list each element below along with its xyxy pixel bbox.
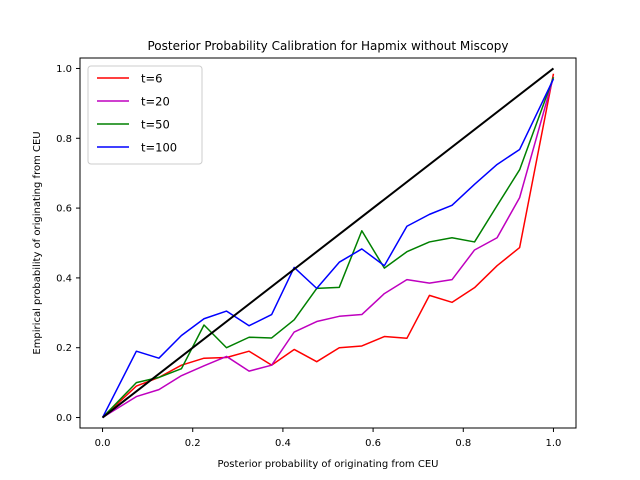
- series-line-3: [102, 76, 555, 419]
- ticks: 0.0 0.2 0.4 0.6 0.8 1.0 0.0 0.2 0.4 0.6 0.8 1.0: [56, 64, 561, 449]
- reference-line: [101, 67, 555, 419]
- y-axis-label: Empirical probability of originating fro…: [32, 131, 43, 354]
- x-tick-label: 0.6: [365, 438, 381, 449]
- y-tick-label: 0.0: [56, 413, 72, 424]
- series-line-1: [102, 73, 555, 419]
- plot-area: [101, 67, 555, 419]
- y-tick-label: 0.8: [56, 134, 72, 145]
- x-tick-label: 0.8: [455, 438, 471, 449]
- series-line-2: [102, 76, 555, 419]
- chart-title: Posterior Probability Calibration for Ha…: [148, 39, 509, 53]
- legend-label: t=100: [141, 141, 177, 155]
- x-tick-label: 0.0: [95, 438, 111, 449]
- series-line-4: [101, 78, 555, 418]
- legend-label: t=6: [141, 72, 162, 86]
- y-tick-label: 0.4: [56, 273, 72, 284]
- x-tick-label: 0.4: [275, 438, 291, 449]
- y-tick-label: 1.0: [56, 64, 72, 75]
- x-axis-label: Posterior probability of originating fro…: [218, 459, 439, 470]
- legend-label: t=50: [141, 118, 170, 132]
- axes-frame: [79, 57, 577, 429]
- x-tick-label: 1.0: [546, 438, 562, 449]
- y-tick-label: 0.2: [56, 343, 72, 354]
- legend-box: [87, 65, 203, 165]
- legend: t=6 t=20 t=50 t=100: [87, 65, 203, 165]
- x-tick-label: 0.2: [185, 438, 201, 449]
- legend-label: t=20: [141, 95, 170, 109]
- y-tick-label: 0.6: [56, 204, 72, 215]
